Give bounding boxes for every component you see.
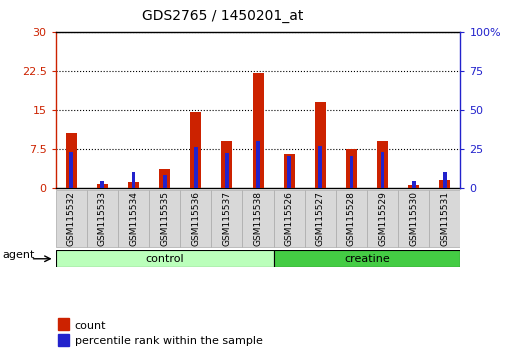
Bar (190, 112, 201, 188)
Text: GSM115528: GSM115528 (346, 191, 356, 246)
Bar (59, 334, 69, 346)
Text: GSM115536: GSM115536 (191, 191, 200, 246)
FancyBboxPatch shape (242, 190, 273, 247)
FancyBboxPatch shape (56, 250, 273, 267)
Text: GSM115526: GSM115526 (284, 191, 293, 246)
Bar (438, 180, 449, 188)
FancyBboxPatch shape (304, 190, 335, 247)
Text: GSM115534: GSM115534 (129, 191, 138, 246)
Bar (442, 172, 446, 188)
Bar (131, 172, 135, 188)
Bar (287, 156, 290, 188)
Text: control: control (145, 254, 184, 264)
FancyBboxPatch shape (87, 190, 118, 247)
Text: GSM115535: GSM115535 (160, 191, 169, 246)
Bar (221, 141, 232, 188)
Bar (225, 153, 228, 188)
Bar (349, 156, 352, 188)
Bar (163, 175, 166, 188)
Bar (408, 185, 418, 188)
Text: GSM115531: GSM115531 (439, 191, 448, 246)
FancyBboxPatch shape (273, 250, 460, 267)
Text: GSM115533: GSM115533 (97, 191, 107, 246)
Text: GSM115532: GSM115532 (67, 191, 76, 246)
Bar (193, 147, 197, 188)
Bar (314, 102, 325, 188)
Text: GSM115537: GSM115537 (222, 191, 231, 246)
Bar (159, 170, 170, 188)
Text: agent: agent (3, 250, 35, 260)
Bar (376, 141, 387, 188)
Bar (283, 154, 294, 188)
Bar (252, 73, 263, 188)
FancyBboxPatch shape (428, 190, 460, 247)
Bar (256, 141, 260, 188)
FancyBboxPatch shape (118, 190, 149, 247)
FancyBboxPatch shape (397, 190, 428, 247)
Bar (345, 149, 356, 188)
Bar (380, 152, 384, 188)
Bar (59, 318, 69, 330)
Text: percentile rank within the sample: percentile rank within the sample (75, 336, 262, 346)
Bar (66, 133, 77, 188)
FancyBboxPatch shape (335, 190, 366, 247)
Bar (411, 181, 415, 188)
Text: GSM115529: GSM115529 (377, 191, 386, 246)
FancyBboxPatch shape (366, 190, 397, 247)
Text: GDS2765 / 1450201_at: GDS2765 / 1450201_at (142, 9, 302, 23)
FancyBboxPatch shape (273, 190, 304, 247)
Text: creatine: creatine (343, 254, 389, 264)
Bar (128, 182, 139, 188)
Text: GSM115527: GSM115527 (315, 191, 324, 246)
FancyBboxPatch shape (211, 190, 242, 247)
Bar (318, 145, 322, 188)
Text: GSM115530: GSM115530 (409, 191, 418, 246)
Text: count: count (75, 321, 106, 331)
FancyBboxPatch shape (56, 190, 87, 247)
FancyBboxPatch shape (149, 190, 180, 247)
FancyBboxPatch shape (180, 190, 211, 247)
Text: GSM115538: GSM115538 (253, 191, 262, 246)
Bar (100, 181, 104, 188)
Bar (97, 184, 108, 188)
Bar (69, 152, 73, 188)
